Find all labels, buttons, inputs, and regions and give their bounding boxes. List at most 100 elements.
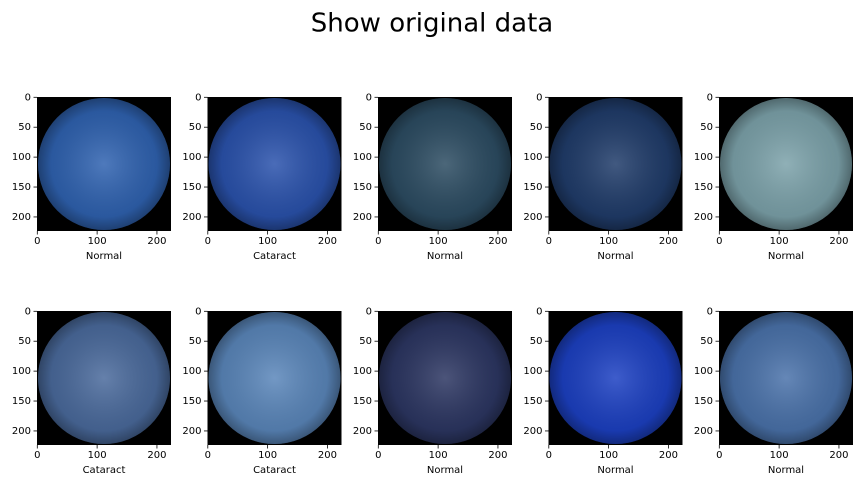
x-tick-label: 200	[488, 450, 507, 461]
x-tick-label: 0	[375, 236, 381, 247]
y-tick-label: 50	[700, 122, 713, 133]
y-tick-label: 50	[700, 336, 713, 347]
x-tick-label: 100	[88, 236, 107, 247]
x-tick-label: 200	[147, 450, 166, 461]
y-tick-label: 100	[182, 366, 201, 377]
x-tick-label: 0	[205, 236, 211, 247]
x-tick-label: 100	[599, 236, 618, 247]
y-tick-label: 200	[12, 212, 31, 223]
fundus-shade	[720, 312, 852, 444]
fundus-shade	[38, 98, 170, 230]
x-tick-label: 100	[88, 450, 107, 461]
x-axis-label: Cataract	[253, 251, 296, 262]
x-tick-label: 200	[829, 450, 848, 461]
y-tick-label: 100	[182, 152, 201, 163]
x-tick-label: 100	[258, 236, 277, 247]
y-tick-label: 0	[195, 92, 201, 103]
fundus-shade	[379, 98, 511, 230]
y-tick-label: 150	[523, 182, 542, 193]
x-tick-label: 100	[770, 450, 789, 461]
x-axis-label: Normal	[427, 251, 463, 262]
y-tick-label: 100	[523, 152, 542, 163]
x-tick-label: 100	[599, 450, 618, 461]
y-tick-label: 200	[523, 212, 542, 223]
y-tick-label: 50	[359, 336, 372, 347]
x-tick-label: 0	[34, 236, 40, 247]
y-tick-label: 150	[12, 182, 31, 193]
y-tick-label: 50	[189, 122, 202, 133]
y-tick-label: 50	[18, 336, 31, 347]
y-tick-label: 100	[12, 366, 31, 377]
fundus-shade	[549, 98, 682, 230]
x-tick-label: 0	[375, 450, 381, 461]
y-tick-label: 100	[523, 366, 542, 377]
figure-title: Show original data	[311, 9, 553, 39]
x-axis-label: Normal	[427, 465, 463, 476]
y-tick-label: 200	[182, 426, 201, 437]
fundus-shade	[208, 98, 341, 230]
x-tick-label: 200	[488, 236, 507, 247]
fundus-shade	[720, 98, 852, 230]
y-tick-label: 200	[694, 212, 713, 223]
x-tick-label: 100	[429, 236, 448, 247]
y-tick-label: 50	[189, 336, 202, 347]
x-axis-label: Cataract	[83, 465, 126, 476]
y-tick-label: 200	[353, 426, 372, 437]
y-tick-label: 0	[536, 306, 542, 317]
y-tick-label: 0	[366, 92, 372, 103]
y-tick-label: 200	[523, 426, 542, 437]
x-axis-label: Normal	[597, 251, 633, 262]
fundus-shade	[208, 312, 341, 444]
y-tick-label: 0	[707, 306, 713, 317]
y-tick-label: 150	[694, 182, 713, 193]
x-tick-label: 0	[716, 450, 722, 461]
y-tick-label: 150	[353, 182, 372, 193]
y-tick-label: 50	[530, 336, 543, 347]
x-tick-label: 0	[716, 236, 722, 247]
x-tick-label: 0	[546, 236, 552, 247]
y-tick-label: 100	[694, 366, 713, 377]
fundus-shade	[38, 312, 170, 444]
y-tick-label: 0	[195, 306, 201, 317]
y-tick-label: 150	[694, 396, 713, 407]
x-tick-label: 200	[659, 450, 678, 461]
x-tick-label: 100	[258, 450, 277, 461]
y-tick-label: 50	[18, 122, 31, 133]
x-tick-label: 0	[546, 450, 552, 461]
y-tick-label: 150	[523, 396, 542, 407]
x-axis-label: Normal	[597, 465, 633, 476]
y-tick-label: 150	[353, 396, 372, 407]
x-tick-label: 200	[318, 236, 337, 247]
x-tick-label: 200	[318, 450, 337, 461]
y-tick-label: 0	[25, 92, 31, 103]
fundus-shade	[549, 312, 682, 444]
y-tick-label: 0	[366, 306, 372, 317]
x-axis-label: Normal	[768, 465, 804, 476]
y-tick-label: 100	[353, 366, 372, 377]
x-axis-label: Normal	[768, 251, 804, 262]
y-tick-label: 200	[12, 426, 31, 437]
x-tick-label: 100	[770, 236, 789, 247]
x-tick-label: 100	[429, 450, 448, 461]
y-tick-label: 150	[182, 396, 201, 407]
y-tick-label: 100	[694, 152, 713, 163]
x-tick-label: 200	[659, 236, 678, 247]
y-tick-label: 200	[182, 212, 201, 223]
x-axis-label: Normal	[86, 251, 122, 262]
y-tick-label: 0	[707, 92, 713, 103]
y-tick-label: 200	[353, 212, 372, 223]
fundus-shade	[379, 312, 511, 444]
y-tick-label: 150	[12, 396, 31, 407]
x-tick-label: 0	[34, 450, 40, 461]
y-tick-label: 0	[536, 92, 542, 103]
y-tick-label: 50	[359, 122, 372, 133]
y-tick-label: 100	[12, 152, 31, 163]
y-tick-label: 0	[25, 306, 31, 317]
x-tick-label: 0	[205, 450, 211, 461]
y-tick-label: 50	[530, 122, 543, 133]
x-tick-label: 200	[147, 236, 166, 247]
y-tick-label: 100	[353, 152, 372, 163]
x-axis-label: Cataract	[253, 465, 296, 476]
y-tick-label: 200	[694, 426, 713, 437]
